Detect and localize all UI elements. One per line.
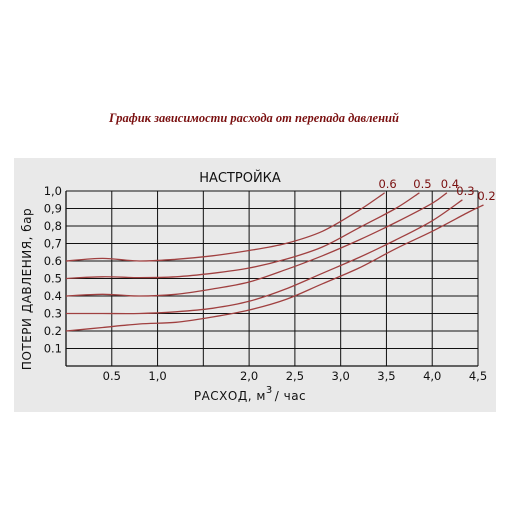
- series-line-0.6: [65, 192, 385, 262]
- tick-labels: 0.1 0.2 0.3 0.4 0.5 0.6 0,7 0,8 0,9 1,0 0.5 1,0 2,0 2…: [44, 184, 487, 383]
- line-chart: 0.10.20.30.40.50.60,70,80,91,00.5 1,0 2,0 2…: [20, 170, 496, 403]
- x-axis-label: РАСХОД, м: [194, 389, 266, 403]
- x-tick-label: 2,5: [286, 369, 304, 383]
- x-tick-label: 0.5: [103, 369, 121, 383]
- series-label-0.6: 0.6: [378, 177, 396, 191]
- x-tick-label: 4,5: [469, 369, 487, 383]
- y-tick-label: 0.2: [44, 324, 62, 338]
- chart-title: График зависимости расхода от перепада д…: [109, 111, 399, 125]
- series-label-0.5: 0.5: [413, 177, 431, 191]
- y-tick-label: 0.3: [44, 307, 62, 321]
- series-line-0.2: [65, 204, 484, 332]
- series-label-0.2: 0.2: [477, 189, 495, 203]
- series-line-0.4: [65, 192, 448, 297]
- series-lines: [65, 192, 484, 332]
- series-label-0.4: 0.4: [441, 177, 459, 191]
- series-line-0.3: [66, 199, 463, 315]
- y-tick-label: 0.1: [44, 342, 62, 356]
- y-axis-title: ПОТЕРИ ДАВЛЕНИЯ, бар: [20, 208, 34, 370]
- y-tick-label: 0,9: [44, 202, 62, 216]
- x-tick-label: 3,0: [332, 369, 350, 383]
- x-axis-label-superscript: 3: [266, 385, 273, 396]
- series-labels: 0.6 0.5 0.40.3 0.2: [378, 177, 495, 203]
- y-tick-label: 0.6: [44, 254, 62, 268]
- y-tick-label: 0,8: [44, 219, 62, 233]
- x-axis-title: РАСХОД, м3/ час: [194, 385, 306, 403]
- settings-label: НАСТРОЙКА: [199, 170, 281, 186]
- x-axis-label-tail: / час: [275, 389, 306, 403]
- y-tick-label: 1,0: [44, 184, 62, 198]
- x-tick-label: 1,0: [148, 369, 166, 383]
- y-tick-label: 0,7: [44, 237, 62, 251]
- series-line-0.5: [65, 192, 420, 280]
- series-label-0.3: 0.3: [456, 184, 474, 198]
- y-tick-label: 0.5: [44, 272, 62, 286]
- chart-panel: 0.1 0.2 0.3 0.4 0.5 0.6 0,7 0,8 0,9 1,0 0.5 1,0 2,0 2…: [14, 158, 496, 412]
- x-tick-label: 2,0: [240, 369, 258, 383]
- x-tick-label: 4,0: [423, 369, 441, 383]
- x-tick-label: 3,5: [377, 369, 395, 383]
- y-tick-label: 0.4: [44, 289, 62, 303]
- grid: [65, 190, 479, 367]
